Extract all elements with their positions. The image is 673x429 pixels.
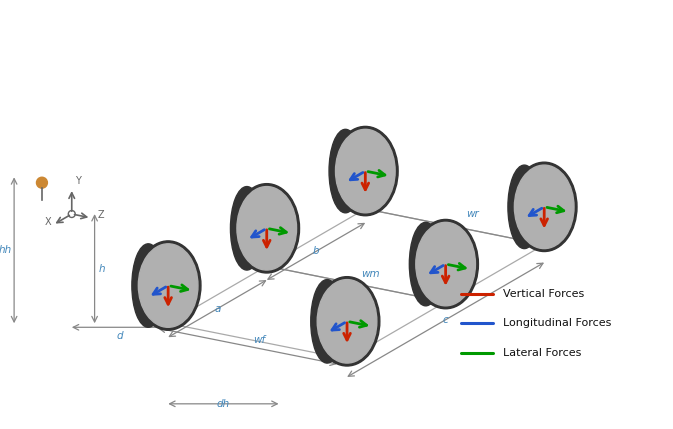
Text: Z: Z	[98, 210, 105, 220]
Text: wf: wf	[254, 335, 266, 345]
Ellipse shape	[314, 277, 380, 366]
Text: Lateral Forces: Lateral Forces	[503, 348, 581, 358]
Ellipse shape	[234, 184, 299, 273]
Ellipse shape	[514, 165, 574, 248]
Text: hh: hh	[0, 245, 12, 255]
Text: c: c	[443, 315, 448, 325]
Ellipse shape	[409, 222, 442, 306]
Ellipse shape	[413, 219, 479, 309]
Text: wm: wm	[361, 269, 380, 279]
Text: Y: Y	[75, 176, 81, 186]
Ellipse shape	[511, 162, 577, 251]
Ellipse shape	[132, 244, 165, 327]
Circle shape	[68, 211, 75, 218]
Ellipse shape	[317, 280, 377, 363]
Ellipse shape	[311, 280, 343, 363]
Text: h: h	[98, 264, 105, 274]
Ellipse shape	[508, 165, 540, 248]
Text: X: X	[44, 217, 51, 227]
Text: wr: wr	[466, 209, 479, 219]
Text: a: a	[214, 304, 221, 314]
Ellipse shape	[416, 222, 475, 306]
Ellipse shape	[336, 129, 395, 213]
Text: b: b	[313, 246, 320, 257]
Text: dh: dh	[217, 399, 230, 409]
Text: Vertical Forces: Vertical Forces	[503, 289, 584, 299]
Ellipse shape	[139, 244, 198, 327]
Ellipse shape	[135, 241, 201, 330]
Ellipse shape	[230, 187, 263, 270]
Ellipse shape	[237, 187, 297, 270]
Ellipse shape	[329, 129, 362, 213]
Ellipse shape	[332, 127, 398, 216]
Text: Longitudinal Forces: Longitudinal Forces	[503, 318, 612, 328]
Circle shape	[36, 177, 47, 188]
Text: d: d	[116, 331, 123, 341]
